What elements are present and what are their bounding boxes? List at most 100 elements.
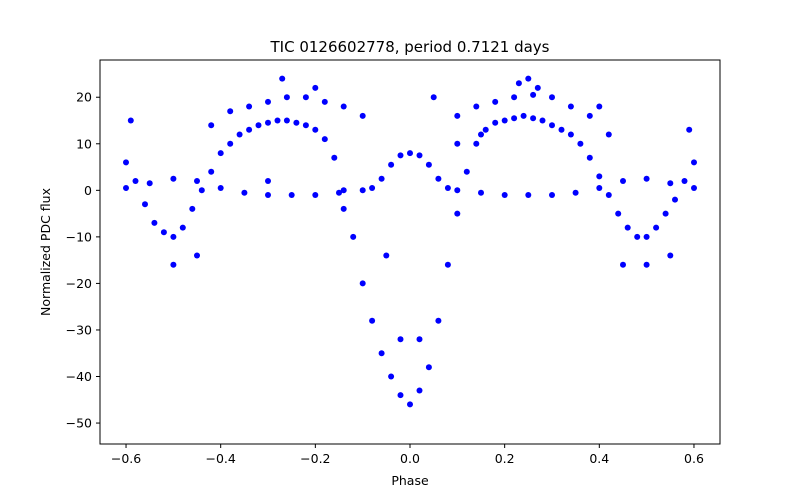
data-point (151, 219, 158, 226)
data-point (179, 224, 186, 231)
data-point (511, 115, 518, 122)
data-point (482, 126, 489, 133)
data-point (653, 224, 660, 231)
data-point (283, 117, 290, 124)
data-point (340, 187, 347, 194)
data-point (525, 192, 532, 198)
data-point (492, 98, 499, 105)
data-point (208, 122, 215, 129)
data-point (170, 175, 177, 182)
data-point (194, 252, 200, 259)
data-point (596, 173, 603, 180)
data-point (246, 126, 253, 133)
data-point (350, 233, 357, 240)
data-point (454, 112, 461, 119)
x-tick-label: −0.4 (206, 451, 236, 466)
data-point (577, 140, 584, 147)
data-point (312, 84, 319, 91)
data-point (397, 152, 404, 159)
x-tick-label: −0.2 (300, 451, 330, 466)
data-point (534, 84, 541, 91)
data-point (478, 189, 484, 196)
data-point (359, 187, 366, 194)
data-point (624, 224, 631, 231)
plot-frame (99, 59, 721, 445)
data-point (416, 336, 423, 343)
data-point (123, 185, 129, 191)
data-point (435, 317, 442, 324)
data-point (549, 94, 555, 101)
x-axis-ticks: −0.6 −0.4 −0.2 0.0 0.2 0.4 0.6 (111, 444, 704, 466)
data-point (283, 94, 290, 101)
data-point (302, 94, 309, 101)
data-point (312, 192, 319, 198)
data-point (525, 75, 532, 82)
data-point (530, 115, 537, 122)
data-point (615, 210, 622, 217)
data-point (123, 159, 129, 166)
data-point (312, 126, 319, 133)
data-point (572, 189, 579, 196)
data-point (378, 350, 385, 357)
x-tick-label: 0.0 (400, 451, 420, 466)
data-point (189, 205, 196, 212)
data-point (236, 131, 243, 138)
data-point (265, 192, 271, 198)
data-point (586, 112, 593, 119)
data-point (643, 261, 650, 268)
y-tick-label: −10 (66, 229, 92, 244)
data-point (369, 317, 376, 324)
data-point (198, 187, 205, 194)
data-point (340, 103, 347, 110)
data-point (586, 154, 593, 161)
data-point (397, 392, 404, 399)
data-point (331, 154, 338, 161)
data-point (686, 126, 693, 133)
data-point (146, 180, 153, 187)
data-point (369, 185, 376, 191)
chart-title: TIC 0126602778, period 0.7121 days (269, 38, 549, 56)
data-point (605, 131, 612, 138)
y-axis-label: Normalized PDC flux (38, 188, 53, 316)
data-point (530, 91, 537, 98)
data-point (416, 152, 423, 159)
data-point (142, 201, 148, 208)
data-point (492, 119, 499, 126)
data-point (662, 210, 669, 217)
y-tick-label: −50 (66, 416, 92, 431)
data-point (160, 229, 167, 236)
x-axis-label: Phase (391, 473, 429, 488)
data-point (340, 205, 347, 212)
data-point (132, 178, 139, 184)
data-point (388, 161, 395, 168)
data-point (634, 233, 641, 240)
data-point (416, 387, 423, 394)
data-point (435, 175, 442, 182)
data-point (217, 185, 224, 191)
data-point (378, 175, 385, 182)
data-point (293, 119, 300, 126)
data-point (274, 117, 281, 124)
data-point (170, 261, 177, 268)
data-point (425, 364, 432, 371)
data-point (227, 108, 234, 115)
data-point (127, 117, 134, 124)
data-point (383, 252, 390, 259)
data-point (667, 252, 674, 259)
data-point (549, 192, 555, 198)
data-point (359, 112, 366, 119)
data-point (539, 117, 546, 124)
data-point (265, 178, 271, 184)
data-point (288, 192, 295, 198)
data-point (265, 98, 271, 105)
data-point (620, 178, 626, 184)
y-tick-label: −30 (66, 322, 92, 337)
data-point (407, 150, 413, 157)
data-point (246, 103, 253, 110)
data-point (691, 159, 697, 166)
data-point (454, 187, 461, 194)
data-point (241, 189, 248, 196)
y-tick-label: −40 (66, 369, 92, 384)
data-point (567, 131, 574, 138)
data-point (397, 336, 404, 343)
